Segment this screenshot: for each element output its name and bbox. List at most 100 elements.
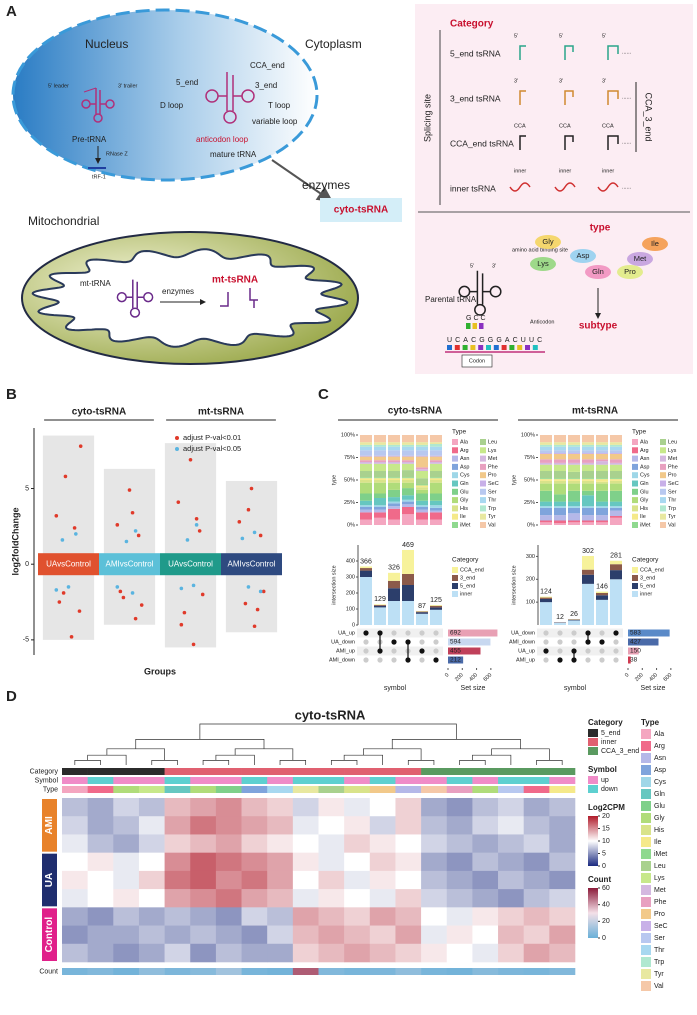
legend-label: inner	[601, 739, 617, 746]
legend-swatch	[660, 522, 666, 528]
type-segment	[430, 455, 442, 457]
annotation-cell	[267, 768, 294, 775]
legend-swatch	[660, 480, 666, 487]
type-segment	[554, 494, 566, 502]
heat-cell	[113, 870, 140, 890]
type-segment	[596, 520, 608, 523]
amino-badge	[570, 249, 596, 263]
legend-label: 5_end	[460, 583, 475, 589]
type-segment	[416, 442, 428, 445]
legend-label: Phe	[654, 899, 667, 906]
category-row: 5_end tsRNA	[450, 48, 501, 58]
matrix-dot-on	[543, 648, 549, 654]
x-axis-label: symbol	[384, 685, 407, 692]
nucleotide	[493, 345, 499, 350]
heat-cell	[369, 798, 396, 817]
legend-swatch	[480, 505, 486, 512]
legend-label: SeC	[654, 923, 668, 930]
legend-label: His	[460, 506, 468, 512]
type-segment	[596, 459, 608, 462]
heat-cell	[215, 852, 242, 872]
amino-label: Ile	[651, 239, 659, 248]
legend-label: Leu	[668, 439, 677, 445]
heat-cell	[446, 798, 473, 817]
annotation-cell	[344, 777, 371, 784]
annotation-cell	[241, 786, 268, 793]
fragment-icon	[607, 135, 619, 150]
fragment-icon	[564, 90, 574, 105]
legend-tick-label: 0	[602, 863, 606, 870]
legend-swatch	[632, 472, 638, 479]
heat-cell	[369, 907, 396, 926]
type-segment	[540, 450, 552, 453]
count-cell	[62, 968, 88, 975]
heat-cell	[267, 852, 294, 872]
heat-cell	[62, 889, 88, 908]
point	[179, 586, 184, 591]
point	[252, 624, 257, 629]
type-segment	[540, 453, 552, 454]
heat-cell	[292, 834, 319, 853]
heat-cell	[446, 943, 473, 963]
type-segment	[540, 478, 552, 480]
heat-cell	[164, 852, 191, 872]
type-segment	[568, 453, 580, 454]
heat-cell	[344, 943, 371, 963]
annotation-cell	[344, 786, 371, 793]
heat-cell	[138, 943, 165, 963]
intersection-segment	[388, 580, 400, 589]
legend-swatch	[452, 567, 458, 573]
type-segment	[416, 471, 428, 479]
legend-swatch	[641, 945, 651, 955]
legend-swatch	[452, 480, 458, 487]
heat-cell	[318, 907, 345, 926]
count-cell	[164, 968, 191, 975]
heat-cell	[421, 834, 448, 853]
type-segment	[540, 506, 552, 508]
legend-swatch	[660, 447, 666, 454]
count-cell	[523, 968, 550, 975]
point	[57, 600, 62, 604]
label: mature tRNA	[210, 150, 257, 159]
y-tick-label: 50%	[344, 477, 355, 483]
type-segment	[402, 455, 414, 457]
type-segment	[416, 485, 428, 488]
type-segment	[554, 501, 566, 507]
fragment-icon	[554, 182, 576, 192]
type-segment	[374, 460, 386, 462]
type-segment	[554, 464, 566, 471]
type-segment	[540, 435, 552, 443]
legend-label: iMet	[460, 522, 471, 528]
matrix-dot	[543, 630, 549, 636]
annotation-cell	[344, 768, 371, 775]
fragment-icon	[607, 45, 619, 60]
y-axis-label: intersection size	[331, 565, 337, 604]
legend-swatch	[660, 463, 666, 470]
end-label: 5'	[602, 33, 606, 39]
annotation-cell	[446, 786, 473, 793]
heat-cell	[241, 870, 268, 890]
matrix-dot	[433, 648, 439, 654]
heat-cell	[267, 834, 294, 853]
point	[194, 517, 199, 521]
legend-label: Lys	[668, 448, 677, 454]
set-label: UA_up	[518, 648, 535, 654]
annotation-cell	[549, 777, 576, 784]
dendrogram	[279, 760, 307, 765]
point	[133, 529, 138, 533]
intersection-segment	[568, 620, 580, 625]
annotation-cell	[87, 786, 114, 793]
label: variable loop	[252, 117, 298, 126]
heat-cell	[190, 889, 217, 908]
amino-label: Pro	[624, 267, 636, 276]
heat-cell	[87, 834, 114, 853]
type-segment	[360, 446, 372, 451]
label: type	[590, 223, 611, 234]
nucleotide	[486, 345, 491, 350]
type-segment	[360, 512, 372, 520]
dendrogram	[407, 760, 435, 765]
amino-label: Asp	[577, 251, 590, 260]
type-segment	[360, 519, 372, 525]
ellipsis: ......	[622, 94, 632, 100]
